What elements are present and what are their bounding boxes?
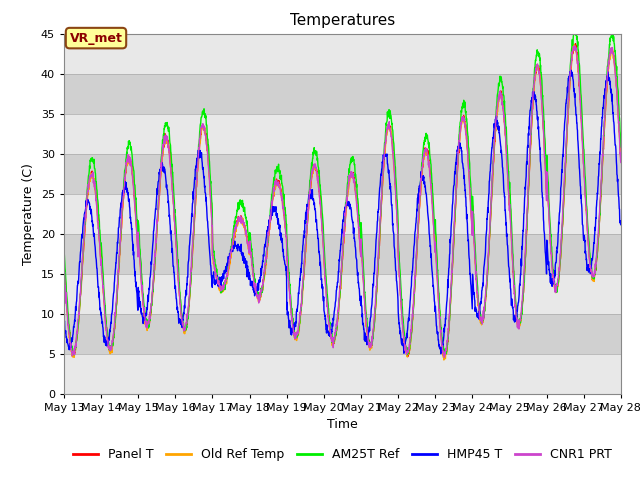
HMP45 T xyxy=(371,268,378,274)
CNR1 PRT xyxy=(60,264,68,270)
Bar xyxy=(64,354,621,394)
AM25T Ref xyxy=(617,144,625,150)
Panel T xyxy=(216,284,223,290)
Old Ref Temp xyxy=(617,156,625,161)
CNR1 PRT xyxy=(358,260,366,265)
Text: VR_met: VR_met xyxy=(70,32,122,45)
CNR1 PRT xyxy=(584,231,591,237)
Bar xyxy=(64,274,621,313)
AM25T Ref xyxy=(584,219,591,225)
CNR1 PRT xyxy=(371,311,378,317)
HMP45 T xyxy=(568,67,575,73)
Bar xyxy=(64,193,621,234)
HMP45 T xyxy=(617,222,625,228)
HMP45 T xyxy=(568,73,576,79)
Panel T xyxy=(60,261,68,267)
Old Ref Temp xyxy=(568,57,575,63)
Old Ref Temp xyxy=(216,285,223,291)
AM25T Ref xyxy=(371,320,378,325)
CNR1 PRT xyxy=(216,281,223,287)
Old Ref Temp xyxy=(358,256,366,262)
Line: Panel T: Panel T xyxy=(64,44,621,357)
HMP45 T xyxy=(437,351,445,357)
Old Ref Temp xyxy=(584,230,591,236)
AM25T Ref xyxy=(568,45,575,51)
Bar xyxy=(64,313,621,354)
Panel T xyxy=(617,156,625,162)
HMP45 T xyxy=(60,319,68,324)
Bar xyxy=(64,154,621,193)
Panel T xyxy=(572,41,579,47)
HMP45 T xyxy=(584,264,591,270)
Old Ref Temp xyxy=(440,357,448,363)
Panel T xyxy=(504,178,512,184)
AM25T Ref xyxy=(216,280,223,286)
Old Ref Temp xyxy=(60,263,68,269)
Line: AM25T Ref: AM25T Ref xyxy=(64,28,621,355)
Panel T xyxy=(584,228,591,233)
AM25T Ref xyxy=(358,247,366,252)
Panel T xyxy=(441,354,449,360)
Old Ref Temp xyxy=(504,185,512,191)
Panel T xyxy=(568,57,575,62)
Line: CNR1 PRT: CNR1 PRT xyxy=(64,46,621,358)
CNR1 PRT xyxy=(568,58,575,63)
CNR1 PRT xyxy=(440,355,448,360)
CNR1 PRT xyxy=(572,43,579,49)
Line: Old Ref Temp: Old Ref Temp xyxy=(64,45,621,360)
CNR1 PRT xyxy=(617,159,625,165)
AM25T Ref xyxy=(504,169,512,175)
Bar xyxy=(64,34,621,73)
X-axis label: Time: Time xyxy=(327,418,358,431)
Legend: Panel T, Old Ref Temp, AM25T Ref, HMP45 T, CNR1 PRT: Panel T, Old Ref Temp, AM25T Ref, HMP45 … xyxy=(68,443,616,466)
HMP45 T xyxy=(504,258,512,264)
CNR1 PRT xyxy=(504,187,512,193)
Y-axis label: Temperature (C): Temperature (C) xyxy=(22,163,35,264)
HMP45 T xyxy=(358,311,366,317)
Title: Temperatures: Temperatures xyxy=(290,13,395,28)
Line: HMP45 T: HMP45 T xyxy=(64,70,621,354)
Bar xyxy=(64,73,621,114)
AM25T Ref xyxy=(60,247,68,252)
AM25T Ref xyxy=(403,352,411,358)
Panel T xyxy=(371,318,378,324)
Old Ref Temp xyxy=(371,317,378,323)
Panel T xyxy=(358,255,366,261)
Old Ref Temp xyxy=(570,42,578,48)
AM25T Ref xyxy=(571,25,579,31)
Bar xyxy=(64,234,621,274)
HMP45 T xyxy=(216,282,223,288)
Bar xyxy=(64,114,621,154)
